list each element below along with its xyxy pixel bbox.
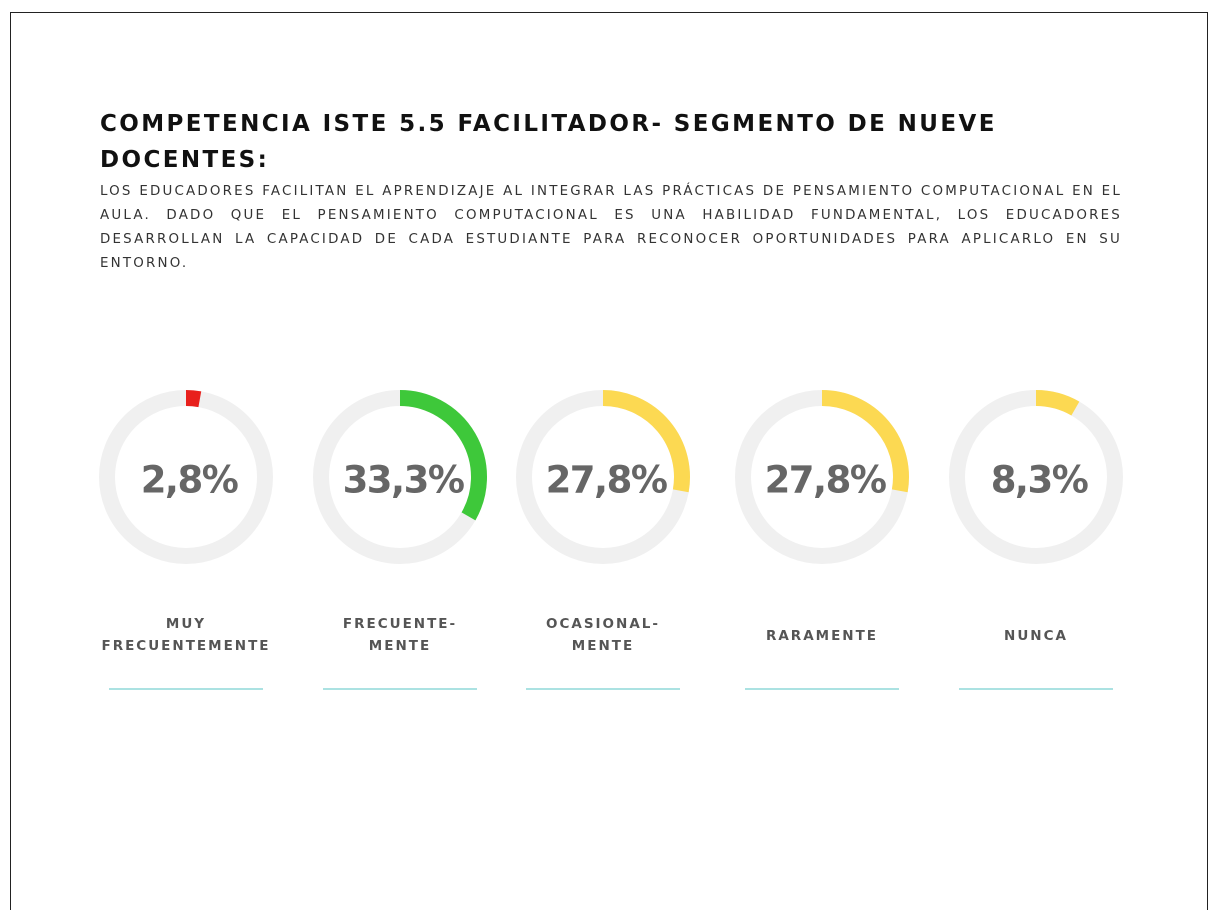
category-label: OCASIONAL-MENTE [546, 616, 660, 654]
gauge-value-label: 27,8% [765, 459, 886, 502]
description: LOS EDUCADORES FACILITAN EL APRENDIZAJE … [100, 184, 1122, 271]
gauge-value-label: 33,3% [343, 459, 464, 502]
frame [10, 12, 1208, 910]
gauge-arc [1035, 390, 1080, 416]
category-label: NUNCA [1004, 628, 1068, 644]
title: COMPETENCIA ISTE 5.5 FACILITADOR- SEGMEN… [100, 111, 997, 173]
gauge-arc [602, 390, 690, 493]
gauge-value-label: 8,3% [991, 459, 1088, 502]
gauge-arc [821, 390, 909, 493]
gauge-value-label: 2,8% [141, 459, 238, 502]
category-label: RARAMENTE [766, 628, 878, 644]
category-label: MUY FRECUENTEMENTE [101, 616, 270, 654]
gauge-value-label: 27,8% [546, 459, 667, 502]
gauge-arc [399, 390, 487, 521]
category-label: FRECUENTE-MENTE [343, 616, 457, 654]
gauge-arc [185, 390, 202, 408]
